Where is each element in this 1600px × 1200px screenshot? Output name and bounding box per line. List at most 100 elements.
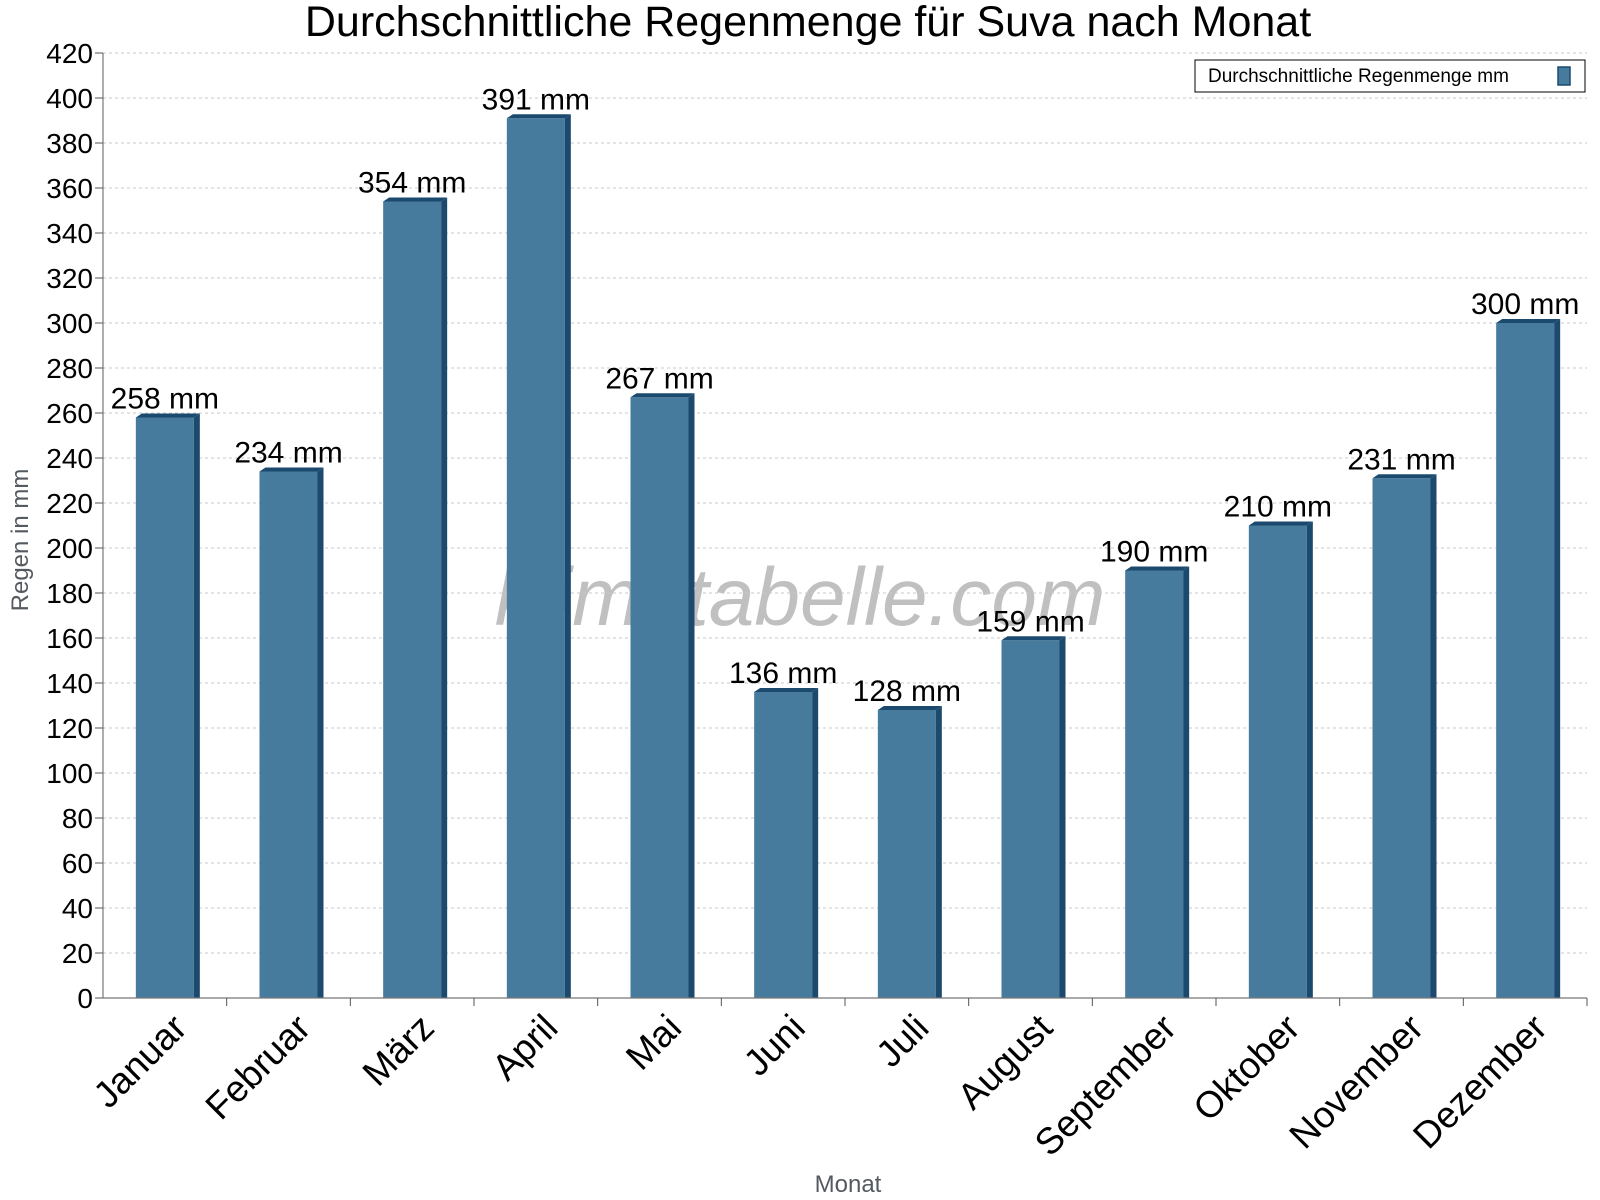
y-tick-label: 220: [46, 488, 93, 519]
bar-februar: [259, 467, 324, 998]
bar-front: [506, 118, 565, 998]
x-axis-ticks: Januar Februar März April Mai Juni Juli AugustS…: [85, 998, 1588, 1164]
bar-mai: [630, 393, 695, 998]
bar-front: [1248, 525, 1307, 998]
y-tick-label: 360: [46, 173, 93, 204]
bar-front: [877, 710, 936, 998]
bar-top: [877, 706, 942, 710]
y-tick-label: 160: [46, 623, 93, 654]
x-tick-label: Mai: [618, 1007, 689, 1078]
bar-oktober: [1248, 521, 1313, 998]
bar-august: [1001, 636, 1066, 998]
data-label: 354 mm: [358, 167, 466, 200]
data-label: 391 mm: [482, 83, 590, 116]
x-tick-label: Februar: [198, 1007, 319, 1128]
bar-front: [1372, 478, 1431, 998]
x-axis-title: Monat: [815, 1171, 882, 1198]
bar-november: [1372, 474, 1437, 998]
y-tick-label: 100: [46, 758, 93, 789]
data-label: 234 mm: [234, 437, 342, 470]
bar-januar: [135, 413, 200, 998]
legend-swatch: [1557, 66, 1571, 86]
data-label: 267 mm: [605, 362, 713, 395]
bar-side: [441, 197, 448, 998]
y-tick-label: 180: [46, 578, 93, 609]
bar-top: [1248, 521, 1313, 526]
bar-juni: [754, 688, 819, 998]
x-tick-label: November: [1281, 1007, 1431, 1157]
data-label: 190 mm: [1100, 536, 1208, 569]
x-tick-label: August: [950, 1006, 1061, 1117]
data-label: 210 mm: [1224, 491, 1332, 524]
watermark: klimatabelle.com: [495, 552, 1106, 643]
bar-front: [1125, 570, 1184, 998]
bar-front: [383, 201, 442, 998]
y-tick-label: 140: [46, 668, 93, 699]
chart-title: Durchschnittliche Regenmenge für Suva na…: [305, 0, 1311, 46]
data-label: 128 mm: [853, 675, 961, 708]
data-label: 258 mm: [111, 383, 219, 416]
bar-side: [1306, 521, 1313, 998]
y-tick-label: 200: [46, 533, 93, 564]
bar-front: [754, 692, 813, 998]
bar-top: [1125, 566, 1190, 571]
gridlines: [103, 52, 1587, 954]
legend-label: Durchschnittliche Regenmenge mm: [1208, 66, 1509, 87]
bar-side: [1059, 636, 1066, 998]
bar-top: [259, 467, 324, 472]
y-tick-label: 80: [62, 803, 93, 834]
y-tick-label: 280: [46, 353, 93, 384]
y-tick-label: 20: [62, 938, 93, 969]
y-tick-label: 0: [77, 983, 93, 1014]
bar-top: [383, 197, 448, 202]
bar-side: [1430, 474, 1437, 998]
y-tick-label: 120: [46, 713, 93, 744]
bar-juli: [877, 706, 942, 998]
axes: [102, 53, 1587, 999]
x-tick-label: März: [355, 1007, 442, 1094]
y-axis-title: Regen in mm: [7, 469, 34, 612]
y-tick-label: 60: [62, 848, 93, 879]
bar-top: [506, 114, 571, 119]
bar-side: [193, 413, 200, 998]
bar-dezember: [1496, 319, 1561, 998]
bar-top: [1372, 474, 1437, 479]
bar-side: [935, 706, 942, 998]
y-tick-label: 40: [62, 893, 93, 924]
bar-top: [630, 393, 695, 398]
bar-märz: [383, 197, 448, 998]
bar-front: [135, 417, 194, 998]
x-tick-label: Dezember: [1405, 1007, 1555, 1157]
x-tick-label: Juni: [736, 1007, 813, 1084]
bar-september: [1125, 566, 1190, 998]
data-label: 136 mm: [729, 657, 837, 690]
bar-top: [754, 688, 819, 692]
legend: Durchschnittliche Regenmenge mm: [1194, 59, 1586, 93]
data-label: 300 mm: [1471, 288, 1579, 321]
bars: [135, 114, 1561, 998]
bar-side: [317, 467, 324, 998]
x-tick-label: Juli: [868, 1007, 936, 1075]
x-tick-label: Oktober: [1185, 1007, 1307, 1129]
y-tick-label: 300: [46, 308, 93, 339]
bar-top: [1001, 636, 1066, 641]
bar-side: [1183, 566, 1190, 998]
y-tick-label: 400: [46, 83, 93, 114]
y-tick-label: 380: [46, 128, 93, 159]
data-label: 159 mm: [976, 605, 1084, 638]
y-axis-ticks: 0 20 40 60 80 100 120 140 160 180 200 220 240 260 280 3…: [46, 38, 103, 1014]
y-tick-label: 340: [46, 218, 93, 249]
bar-front: [259, 471, 318, 998]
bar-front: [630, 397, 689, 998]
data-label: 231 mm: [1347, 443, 1455, 476]
bar-top: [135, 413, 200, 418]
x-tick-label: April: [484, 1007, 565, 1088]
y-tick-label: 240: [46, 443, 93, 474]
bar-april: [506, 114, 571, 998]
bar-side: [564, 114, 571, 998]
legend-box: [1194, 59, 1586, 93]
bar-top: [1496, 319, 1561, 323]
bar-front: [1001, 640, 1060, 998]
y-tick-label: 320: [46, 263, 93, 294]
